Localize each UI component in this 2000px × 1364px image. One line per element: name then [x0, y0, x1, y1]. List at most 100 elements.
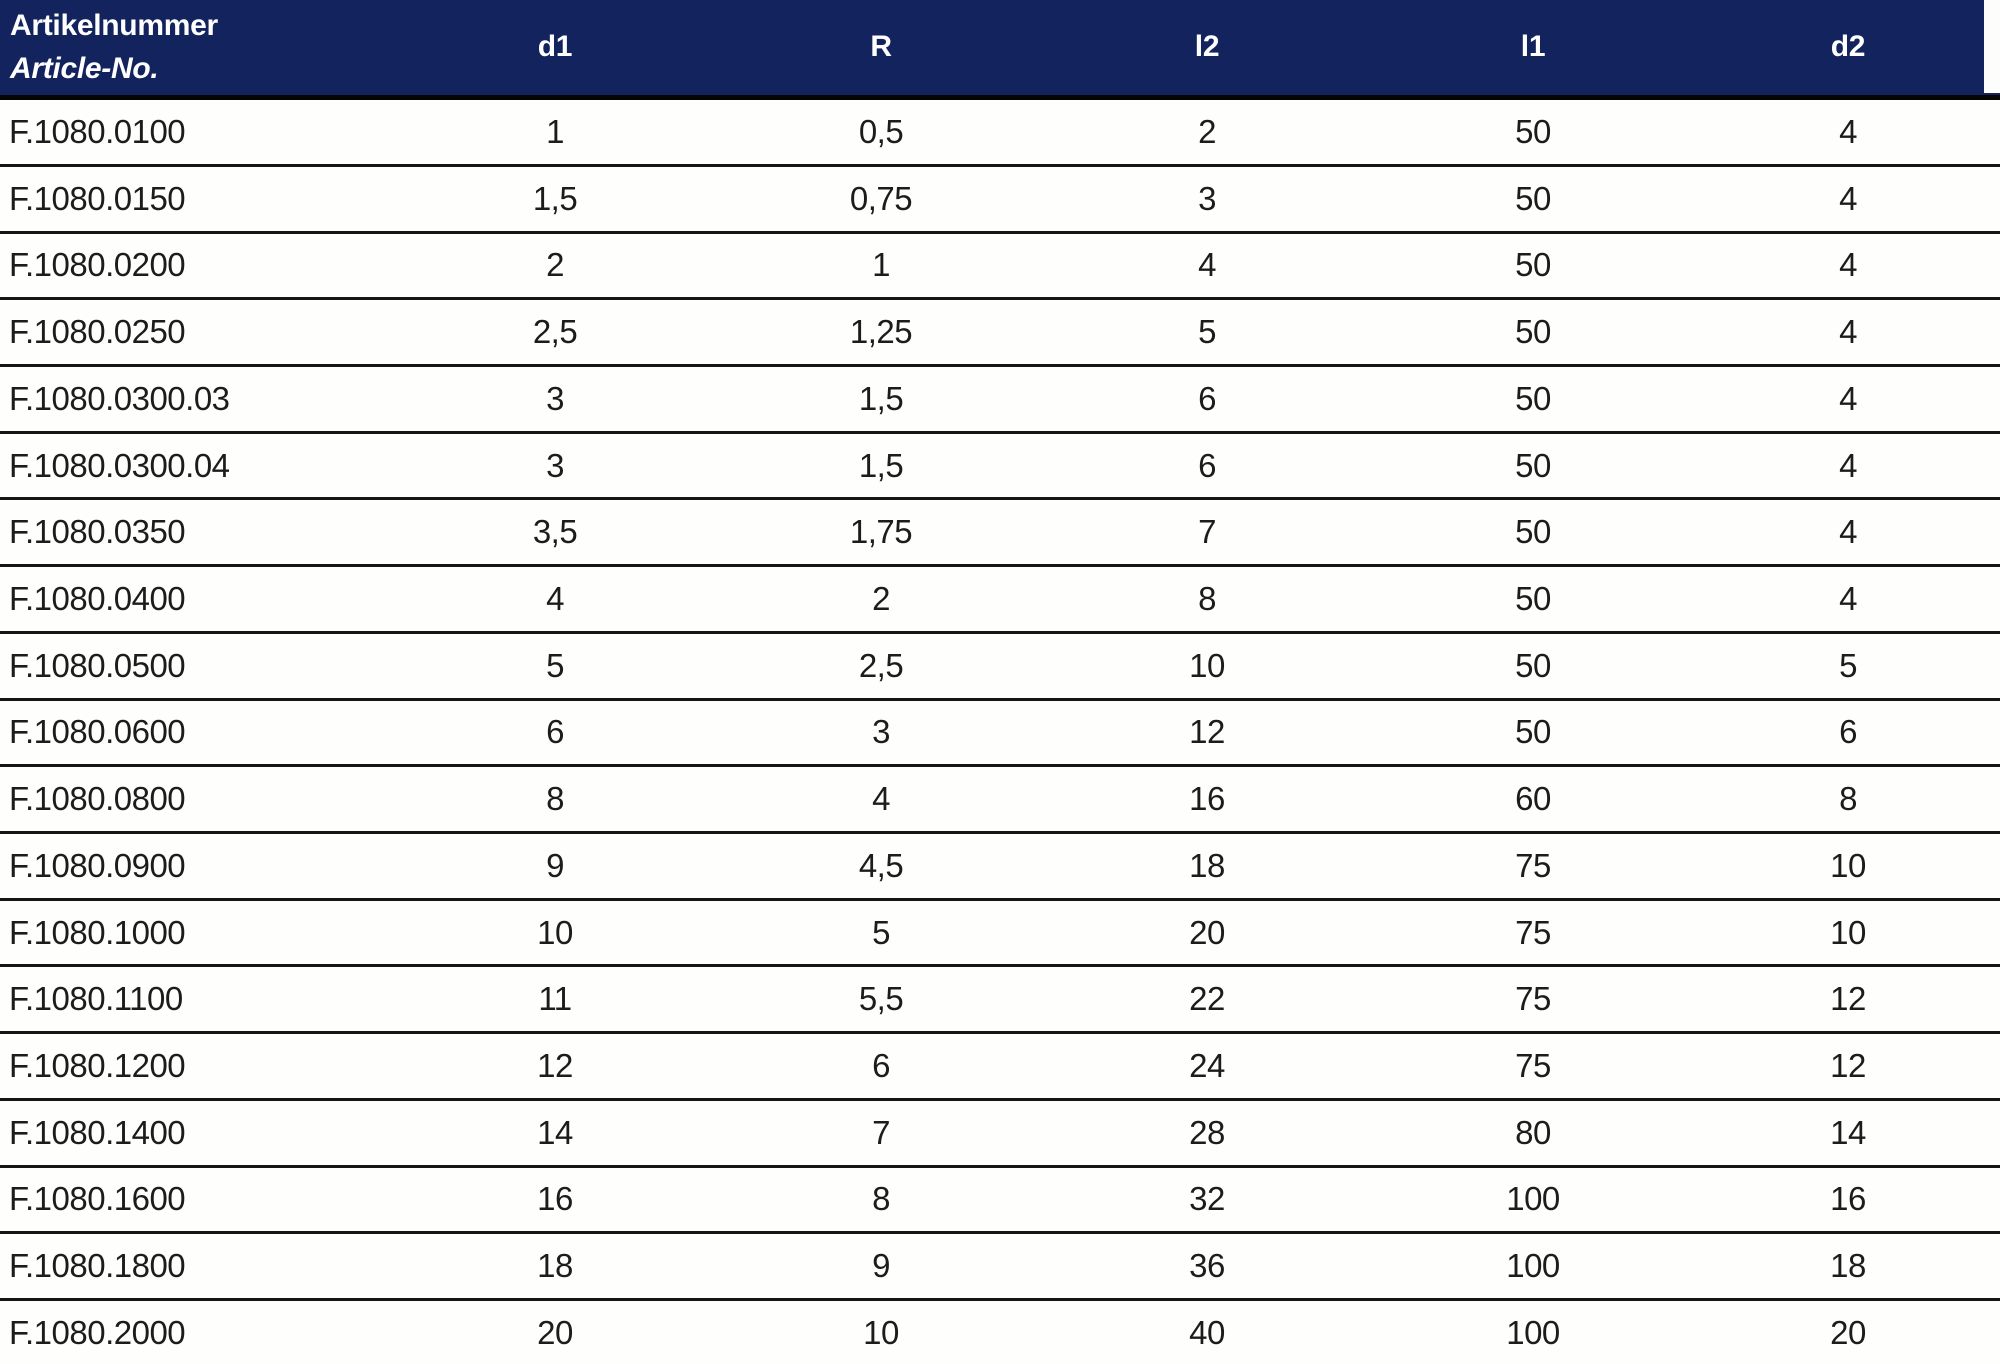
value-cell-d1: 18 [392, 1232, 718, 1302]
value-cell-l1: 100 [1370, 1299, 1696, 1364]
value-cell-l1: 50 [1370, 565, 1696, 634]
table-row: F.1080.0300.03 3 1,5 6 50 4 [0, 365, 2000, 434]
article-number-cell: F.1080.0300.04 [0, 432, 392, 501]
value-cell-d1: 1 [392, 97, 718, 167]
value-cell-d1: 20 [392, 1299, 718, 1364]
value-cell-d1: 5 [392, 632, 718, 701]
value-cell-d1: 12 [392, 1032, 718, 1101]
value-cell-R: 0,5 [718, 97, 1044, 167]
value-cell-d1: 9 [392, 832, 718, 901]
article-number-cell: F.1080.2000 [0, 1299, 392, 1364]
value-cell-R: 3 [718, 699, 1044, 768]
value-cell-d2: 8 [1696, 765, 2000, 835]
value-cell-d1: 3 [392, 365, 718, 434]
header-col-l1: l1 [1370, 0, 1696, 100]
value-cell-l2: 40 [1044, 1299, 1370, 1364]
table-row: F.1080.1000 10 5 20 75 10 [0, 899, 2000, 968]
header-article-number: Artikelnummer Article-No. [0, 0, 392, 100]
header-row: Artikelnummer Article-No. d1 R l2 l1 d2 [0, 0, 2000, 100]
header-right-gap [1984, 0, 2000, 93]
value-cell-d2: 4 [1696, 565, 2000, 634]
value-cell-l1: 50 [1370, 232, 1696, 301]
value-cell-d2: 4 [1696, 165, 2000, 234]
value-cell-d1: 8 [392, 765, 718, 835]
value-cell-l2: 7 [1044, 498, 1370, 568]
value-cell-d2: 10 [1696, 899, 2000, 968]
value-cell-R: 9 [718, 1232, 1044, 1302]
value-cell-d1: 3 [392, 432, 718, 501]
table-row: F.1080.1200 12 6 24 75 12 [0, 1032, 2000, 1101]
value-cell-l2: 16 [1044, 765, 1370, 835]
value-cell-d1: 10 [392, 899, 718, 968]
value-cell-d2: 4 [1696, 232, 2000, 301]
article-number-cell: F.1080.1600 [0, 1166, 392, 1235]
value-cell-l2: 22 [1044, 965, 1370, 1035]
article-number-cell: F.1080.0400 [0, 565, 392, 634]
value-cell-R: 7 [718, 1099, 1044, 1168]
header-col-d1: d1 [392, 0, 718, 100]
value-cell-d2: 4 [1696, 97, 2000, 167]
table-row: F.1080.1800 18 9 36 100 18 [0, 1232, 2000, 1302]
value-cell-l1: 50 [1370, 97, 1696, 167]
value-cell-d2: 12 [1696, 1032, 2000, 1101]
header-col-l2: l2 [1044, 0, 1370, 100]
value-cell-R: 2,5 [718, 632, 1044, 701]
table-row: F.1080.1100 11 5,5 22 75 12 [0, 965, 2000, 1035]
value-cell-l2: 10 [1044, 632, 1370, 701]
value-cell-R: 5 [718, 899, 1044, 968]
value-cell-l2: 24 [1044, 1032, 1370, 1101]
value-cell-d1: 16 [392, 1166, 718, 1235]
value-cell-l1: 75 [1370, 965, 1696, 1035]
table-row: F.1080.0100 1 0,5 2 50 4 [0, 97, 2000, 167]
table-body: F.1080.0100 1 0,5 2 50 4 F.1080.0150 1,5 0,75 3 50… [0, 97, 2000, 1364]
value-cell-l1: 75 [1370, 832, 1696, 901]
value-cell-l2: 18 [1044, 832, 1370, 901]
header-article-label-de: Artikelnummer [10, 8, 218, 42]
table-row: F.1080.0300.04 3 1,5 6 50 4 [0, 432, 2000, 501]
value-cell-d2: 16 [1696, 1166, 2000, 1235]
value-cell-d2: 4 [1696, 365, 2000, 434]
value-cell-R: 1 [718, 232, 1044, 301]
value-cell-l1: 80 [1370, 1099, 1696, 1168]
value-cell-l2: 3 [1044, 165, 1370, 234]
value-cell-l1: 60 [1370, 765, 1696, 835]
value-cell-R: 10 [718, 1299, 1044, 1364]
value-cell-d2: 18 [1696, 1232, 2000, 1302]
value-cell-R: 6 [718, 1032, 1044, 1101]
value-cell-R: 8 [718, 1166, 1044, 1235]
value-cell-d2: 4 [1696, 498, 2000, 568]
table-row: F.1080.1600 16 8 32 100 16 [0, 1166, 2000, 1235]
value-cell-d1: 6 [392, 699, 718, 768]
value-cell-d1: 2 [392, 232, 718, 301]
table-row: F.1080.2000 20 10 40 100 20 [0, 1299, 2000, 1364]
table-row: F.1080.0800 8 4 16 60 8 [0, 765, 2000, 835]
value-cell-R: 0,75 [718, 165, 1044, 234]
header-article-label-en: Article-No. [10, 52, 159, 86]
value-cell-d2: 12 [1696, 965, 2000, 1035]
value-cell-l1: 100 [1370, 1166, 1696, 1235]
value-cell-d2: 4 [1696, 432, 2000, 501]
value-cell-R: 4 [718, 765, 1044, 835]
value-cell-d2: 14 [1696, 1099, 2000, 1168]
header-col-R: R [718, 0, 1044, 100]
value-cell-l2: 36 [1044, 1232, 1370, 1302]
value-cell-l1: 50 [1370, 298, 1696, 367]
article-number-cell: F.1080.1100 [0, 965, 392, 1035]
article-number-cell: F.1080.0600 [0, 699, 392, 768]
table-row: F.1080.0900 9 4,5 18 75 10 [0, 832, 2000, 901]
value-cell-d2: 10 [1696, 832, 2000, 901]
value-cell-d2: 4 [1696, 298, 2000, 367]
value-cell-l2: 12 [1044, 699, 1370, 768]
article-number-cell: F.1080.0500 [0, 632, 392, 701]
article-number-cell: F.1080.1400 [0, 1099, 392, 1168]
value-cell-d1: 2,5 [392, 298, 718, 367]
value-cell-l2: 6 [1044, 432, 1370, 501]
value-cell-d2: 5 [1696, 632, 2000, 701]
value-cell-d1: 4 [392, 565, 718, 634]
value-cell-d1: 1,5 [392, 165, 718, 234]
article-number-cell: F.1080.0250 [0, 298, 392, 367]
table-row: F.1080.0250 2,5 1,25 5 50 4 [0, 298, 2000, 367]
value-cell-d1: 11 [392, 965, 718, 1035]
table-row: F.1080.0350 3,5 1,75 7 50 4 [0, 498, 2000, 568]
